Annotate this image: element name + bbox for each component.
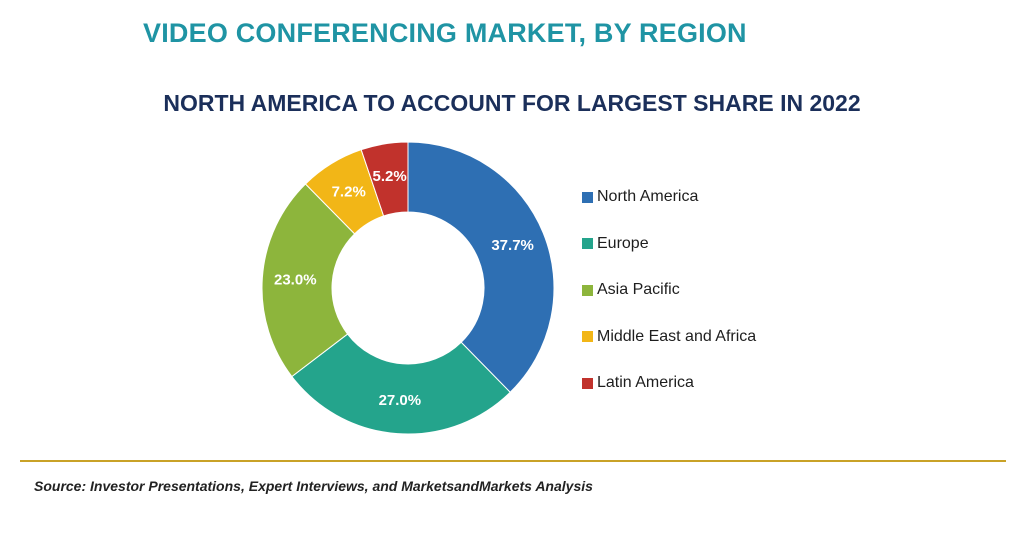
donut-slice-europe bbox=[291, 333, 511, 435]
source-divider bbox=[20, 460, 1006, 462]
legend-swatch bbox=[582, 331, 593, 342]
donut-slices bbox=[261, 141, 555, 435]
legend-label: Asia Pacific bbox=[597, 281, 680, 298]
slice-label-asia-pacific: 23.0% bbox=[274, 272, 317, 289]
legend-item-asia-pacific: Asia Pacific bbox=[582, 278, 756, 302]
donut-slice-north-america bbox=[407, 141, 555, 393]
legend-item-europe: Europe bbox=[582, 232, 756, 256]
legend-swatch bbox=[582, 238, 593, 249]
donut-slice-latin-america bbox=[360, 141, 409, 217]
chart-legend: North America Europe Asia Pacific Middle… bbox=[582, 185, 756, 418]
slice-label-north-america: 37.7% bbox=[491, 237, 534, 254]
donut-slice-asia-pacific bbox=[261, 183, 356, 378]
legend-swatch bbox=[582, 377, 593, 389]
slice-label-middle-east-and-africa: 7.2% bbox=[332, 183, 366, 200]
chart-title: VIDEO CONFERENCING MARKET, BY REGION bbox=[143, 18, 747, 48]
legend-item-north-america: North America bbox=[582, 185, 756, 209]
chart-subtitle: NORTH AMERICA TO ACCOUNT FOR LARGEST SHA… bbox=[163, 90, 861, 116]
legend-label: Middle East and Africa bbox=[597, 327, 757, 345]
legend-swatch bbox=[582, 191, 593, 203]
legend-item-latin-america: Latin America bbox=[582, 371, 756, 395]
legend-swatch bbox=[582, 284, 593, 296]
legend-label: Europe bbox=[597, 234, 649, 252]
donut-slice-labels: 37.7% 27.0% 23.0% 7.2% 5.2% bbox=[274, 168, 534, 409]
source-note: Source: Investor Presentations, Expert I… bbox=[34, 478, 593, 494]
legend-label: Latin America bbox=[597, 374, 694, 391]
legend-label: North America bbox=[597, 188, 699, 205]
slice-label-europe: 27.0% bbox=[379, 392, 422, 409]
legend-item-middle-east-and-africa: Middle East and Africa bbox=[582, 325, 756, 349]
slice-label-latin-america: 5.2% bbox=[373, 168, 407, 185]
